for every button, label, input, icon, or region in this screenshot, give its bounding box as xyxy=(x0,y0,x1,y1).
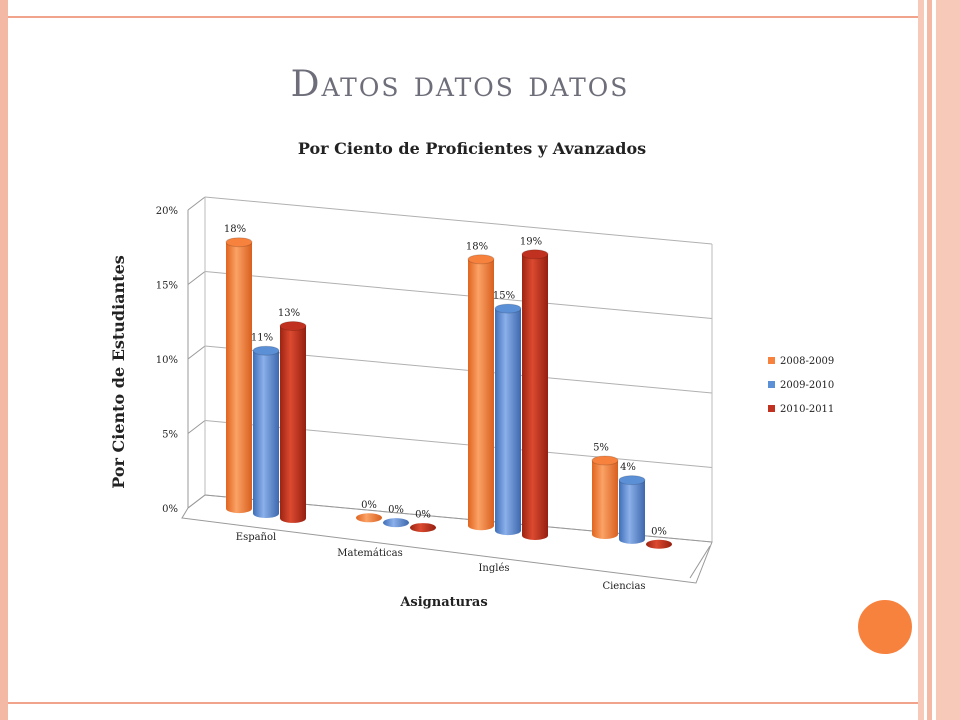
gridline xyxy=(204,271,713,319)
bar-Matemáticas-2010-2011: 0% xyxy=(410,510,436,533)
legend-swatch xyxy=(768,381,775,388)
bar-body xyxy=(253,350,279,519)
bar-zero-disc xyxy=(356,513,382,523)
bar-body xyxy=(495,308,521,536)
bar-zero-disc xyxy=(383,518,409,528)
data-label: 18% xyxy=(466,241,488,252)
bar-zero-disc xyxy=(646,539,672,549)
bar-Ciencias-2010-2011: 0% xyxy=(646,526,672,549)
legend-label: 2010-2011 xyxy=(780,404,834,415)
x-category-label: Matemáticas xyxy=(337,548,403,559)
chart-title: Por Ciento de Proficientes y Avanzados xyxy=(298,139,646,158)
grid-depth-line xyxy=(187,420,206,434)
y-tick-label: 0% xyxy=(162,504,178,515)
data-label: 4% xyxy=(620,462,636,473)
frame-left-bar xyxy=(0,0,8,720)
bar-top xyxy=(225,237,253,248)
y-axis-label: Por Ciento de Estudiantes xyxy=(109,255,128,489)
x-category-label: Ciencias xyxy=(602,581,645,592)
grid-depth-line xyxy=(187,271,206,285)
gridline xyxy=(204,196,713,245)
bar-Inglés-2008-2009: 18% xyxy=(466,241,495,531)
bar-body xyxy=(280,326,306,523)
bar-chart: Por Ciento de Proficientes y Avanzados P… xyxy=(109,139,834,610)
bar-zero-disc xyxy=(410,523,436,533)
bar-Inglés-2010-2011: 19% xyxy=(520,236,549,541)
bar-top xyxy=(618,475,646,486)
bar-body xyxy=(619,480,645,544)
data-label: 0% xyxy=(361,500,377,511)
x-category-label: Inglés xyxy=(478,563,509,574)
bar-body xyxy=(468,259,494,531)
frame-bottom-bar xyxy=(8,702,920,720)
x-category-label: Español xyxy=(236,532,276,543)
data-label: 0% xyxy=(388,505,404,516)
bar-Español-2008-2009: 18% xyxy=(224,224,253,514)
floor xyxy=(181,494,713,584)
floor-right-edge xyxy=(689,545,711,579)
slide-title: Datos datos datos xyxy=(290,64,630,105)
bar-top xyxy=(252,345,280,356)
bar-top xyxy=(467,254,495,265)
decorative-orange-circle xyxy=(856,598,914,656)
y-tick-label: 5% xyxy=(162,430,178,441)
bar-Español-2009-2010: 11% xyxy=(251,333,280,519)
data-label: 5% xyxy=(593,442,609,453)
frame-right-stripes xyxy=(918,0,960,720)
bar-body xyxy=(226,242,252,514)
bar-Ciencias-2008-2009: 5% xyxy=(591,442,619,539)
bar-top xyxy=(494,303,522,314)
data-label: 0% xyxy=(651,526,667,537)
bar-body xyxy=(522,254,548,541)
data-label: 18% xyxy=(224,224,246,235)
bar-Matemáticas-2008-2009: 0% xyxy=(356,500,382,523)
bar-top xyxy=(521,249,549,260)
legend-swatch xyxy=(768,405,775,412)
data-label: 0% xyxy=(415,510,431,521)
bar-Matemáticas-2009-2010: 0% xyxy=(383,505,409,528)
bar-Español-2010-2011: 13% xyxy=(278,308,307,523)
grid-depth-line xyxy=(187,196,206,211)
bar-Ciencias-2009-2010: 4% xyxy=(618,462,646,544)
bar-body xyxy=(592,460,618,539)
grid-depth-line xyxy=(187,345,206,360)
frame-top-bar xyxy=(8,0,920,18)
legend-label: 2008-2009 xyxy=(780,356,834,367)
data-label: 19% xyxy=(520,236,542,247)
legend-label: 2009-2010 xyxy=(780,380,834,391)
data-label: 11% xyxy=(251,333,273,344)
y-tick-label: 20% xyxy=(156,206,178,217)
data-label: 13% xyxy=(278,308,300,319)
bar-Inglés-2009-2010: 15% xyxy=(493,291,522,536)
y-tick-label: 10% xyxy=(156,355,178,366)
y-tick-label: 15% xyxy=(156,281,178,292)
bar-top xyxy=(591,455,619,466)
bar-top xyxy=(279,321,307,332)
legend-swatch xyxy=(768,357,775,364)
x-axis-label: Asignaturas xyxy=(399,595,487,610)
data-label: 15% xyxy=(493,291,515,302)
